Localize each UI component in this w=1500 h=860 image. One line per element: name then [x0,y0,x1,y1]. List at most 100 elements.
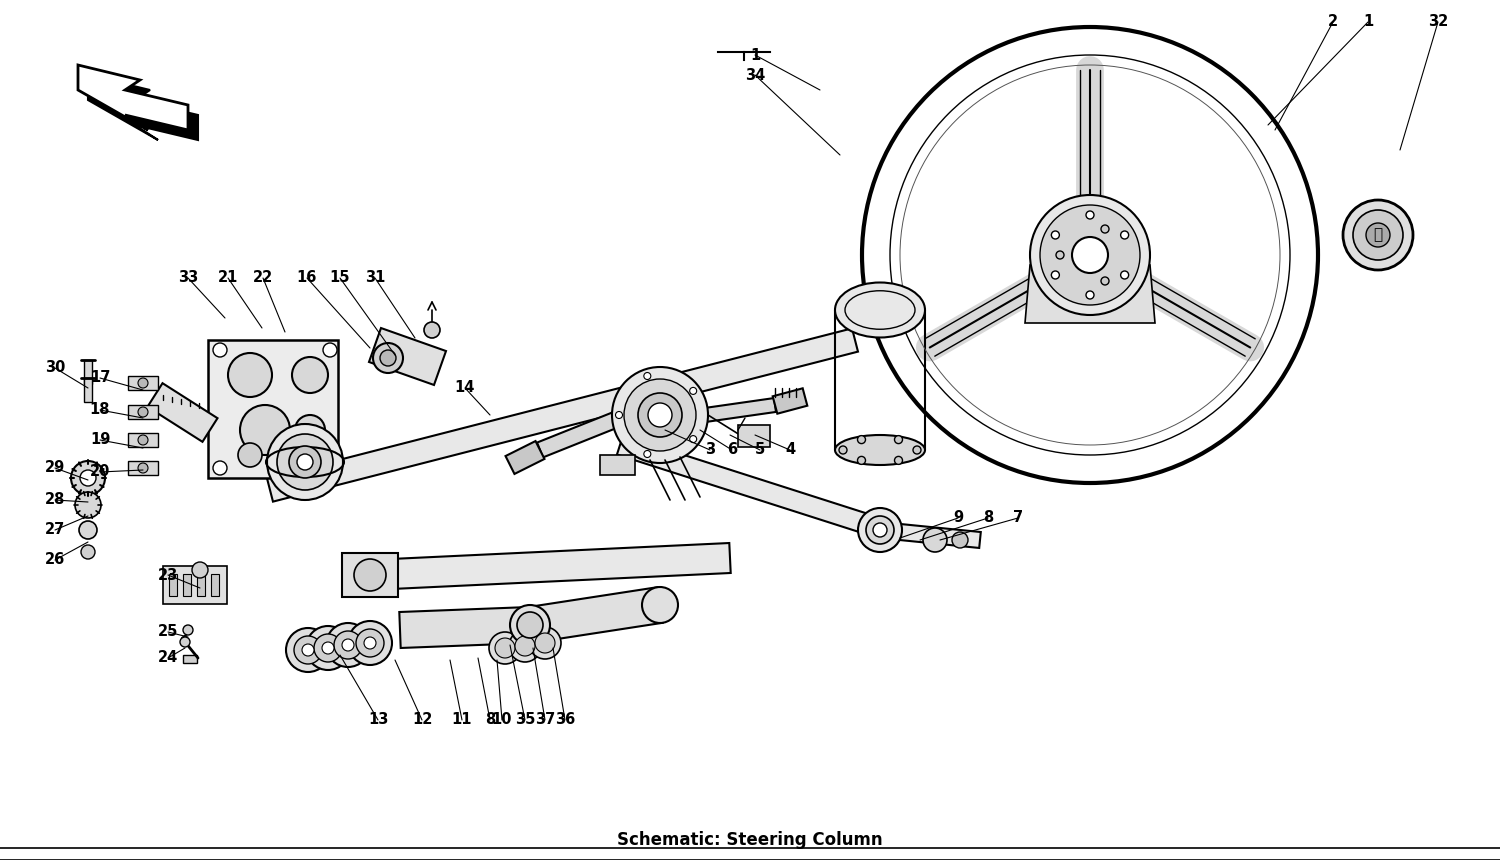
Circle shape [922,528,946,552]
Polygon shape [704,398,776,422]
Circle shape [192,562,208,578]
Circle shape [612,367,708,463]
Circle shape [81,545,94,559]
Circle shape [638,393,682,437]
Text: 1: 1 [1364,15,1372,29]
Text: 2: 2 [1328,15,1338,29]
Text: 🐴: 🐴 [1374,228,1383,243]
Text: 20: 20 [90,464,110,480]
Circle shape [894,436,903,444]
Polygon shape [88,75,198,140]
Circle shape [514,636,535,656]
Circle shape [489,632,520,664]
Bar [196,574,206,596]
Circle shape [183,625,194,635]
Bar [84,378,92,402]
Circle shape [138,407,148,417]
Bar [211,574,219,596]
Text: 16: 16 [297,271,316,286]
Bar [738,425,770,447]
Bar [128,376,158,390]
Circle shape [1366,223,1390,247]
Circle shape [297,454,314,470]
Circle shape [858,436,865,444]
Text: 24: 24 [158,650,178,666]
Bar [164,566,226,604]
Ellipse shape [836,282,926,337]
Text: 11: 11 [452,712,472,728]
Circle shape [364,637,376,649]
Bar [183,655,196,663]
Circle shape [70,461,105,495]
Circle shape [374,343,404,373]
Polygon shape [772,389,807,414]
Circle shape [839,446,848,454]
Circle shape [290,446,321,478]
Bar [342,553,398,597]
Text: 7: 7 [1013,511,1023,525]
Circle shape [914,446,921,454]
Circle shape [306,626,350,670]
Circle shape [952,532,968,548]
Text: 26: 26 [45,552,64,568]
Circle shape [138,435,148,445]
Circle shape [1120,231,1128,239]
Circle shape [238,443,262,467]
Text: Schematic: Steering Column: Schematic: Steering Column [616,831,884,849]
Circle shape [1052,231,1059,239]
Polygon shape [879,522,981,548]
Circle shape [354,559,386,591]
Circle shape [1120,271,1128,279]
Circle shape [1101,277,1108,285]
Circle shape [1101,225,1108,233]
Text: 4: 4 [784,443,795,458]
Text: 25: 25 [158,624,178,640]
Bar [128,461,158,475]
Circle shape [424,322,439,338]
Text: 35: 35 [514,712,535,728]
Circle shape [1086,291,1094,299]
Circle shape [180,637,190,647]
Text: 1: 1 [750,47,760,63]
Circle shape [213,461,226,475]
Circle shape [536,633,555,653]
Circle shape [1342,200,1413,270]
Text: 27: 27 [45,523,64,538]
Bar [170,574,177,596]
Circle shape [495,638,514,658]
Text: 34: 34 [746,67,765,83]
Circle shape [80,470,96,486]
Polygon shape [369,328,446,385]
Text: 12: 12 [413,712,432,728]
Text: 31: 31 [364,271,386,286]
Circle shape [278,434,333,490]
Circle shape [322,461,338,475]
Polygon shape [616,435,873,535]
Text: 10: 10 [492,712,512,728]
Text: 29: 29 [45,460,64,476]
Circle shape [648,403,672,427]
Bar [128,433,158,447]
Circle shape [518,612,543,638]
Ellipse shape [836,435,926,465]
Text: 8: 8 [484,712,495,728]
Text: 6: 6 [728,443,736,458]
Text: 23: 23 [158,568,178,582]
Circle shape [873,523,886,537]
Circle shape [690,436,696,443]
Circle shape [75,492,100,518]
Circle shape [326,623,370,667]
Circle shape [615,411,622,419]
Text: 36: 36 [555,712,574,728]
Circle shape [1086,211,1094,219]
Text: 5: 5 [754,443,765,458]
Circle shape [342,639,354,651]
Circle shape [322,642,334,654]
Circle shape [690,387,696,395]
Polygon shape [1024,265,1155,323]
Circle shape [322,343,338,357]
Text: 22: 22 [254,271,273,286]
Circle shape [858,508,901,552]
Text: 3: 3 [705,443,716,458]
Polygon shape [267,329,858,501]
